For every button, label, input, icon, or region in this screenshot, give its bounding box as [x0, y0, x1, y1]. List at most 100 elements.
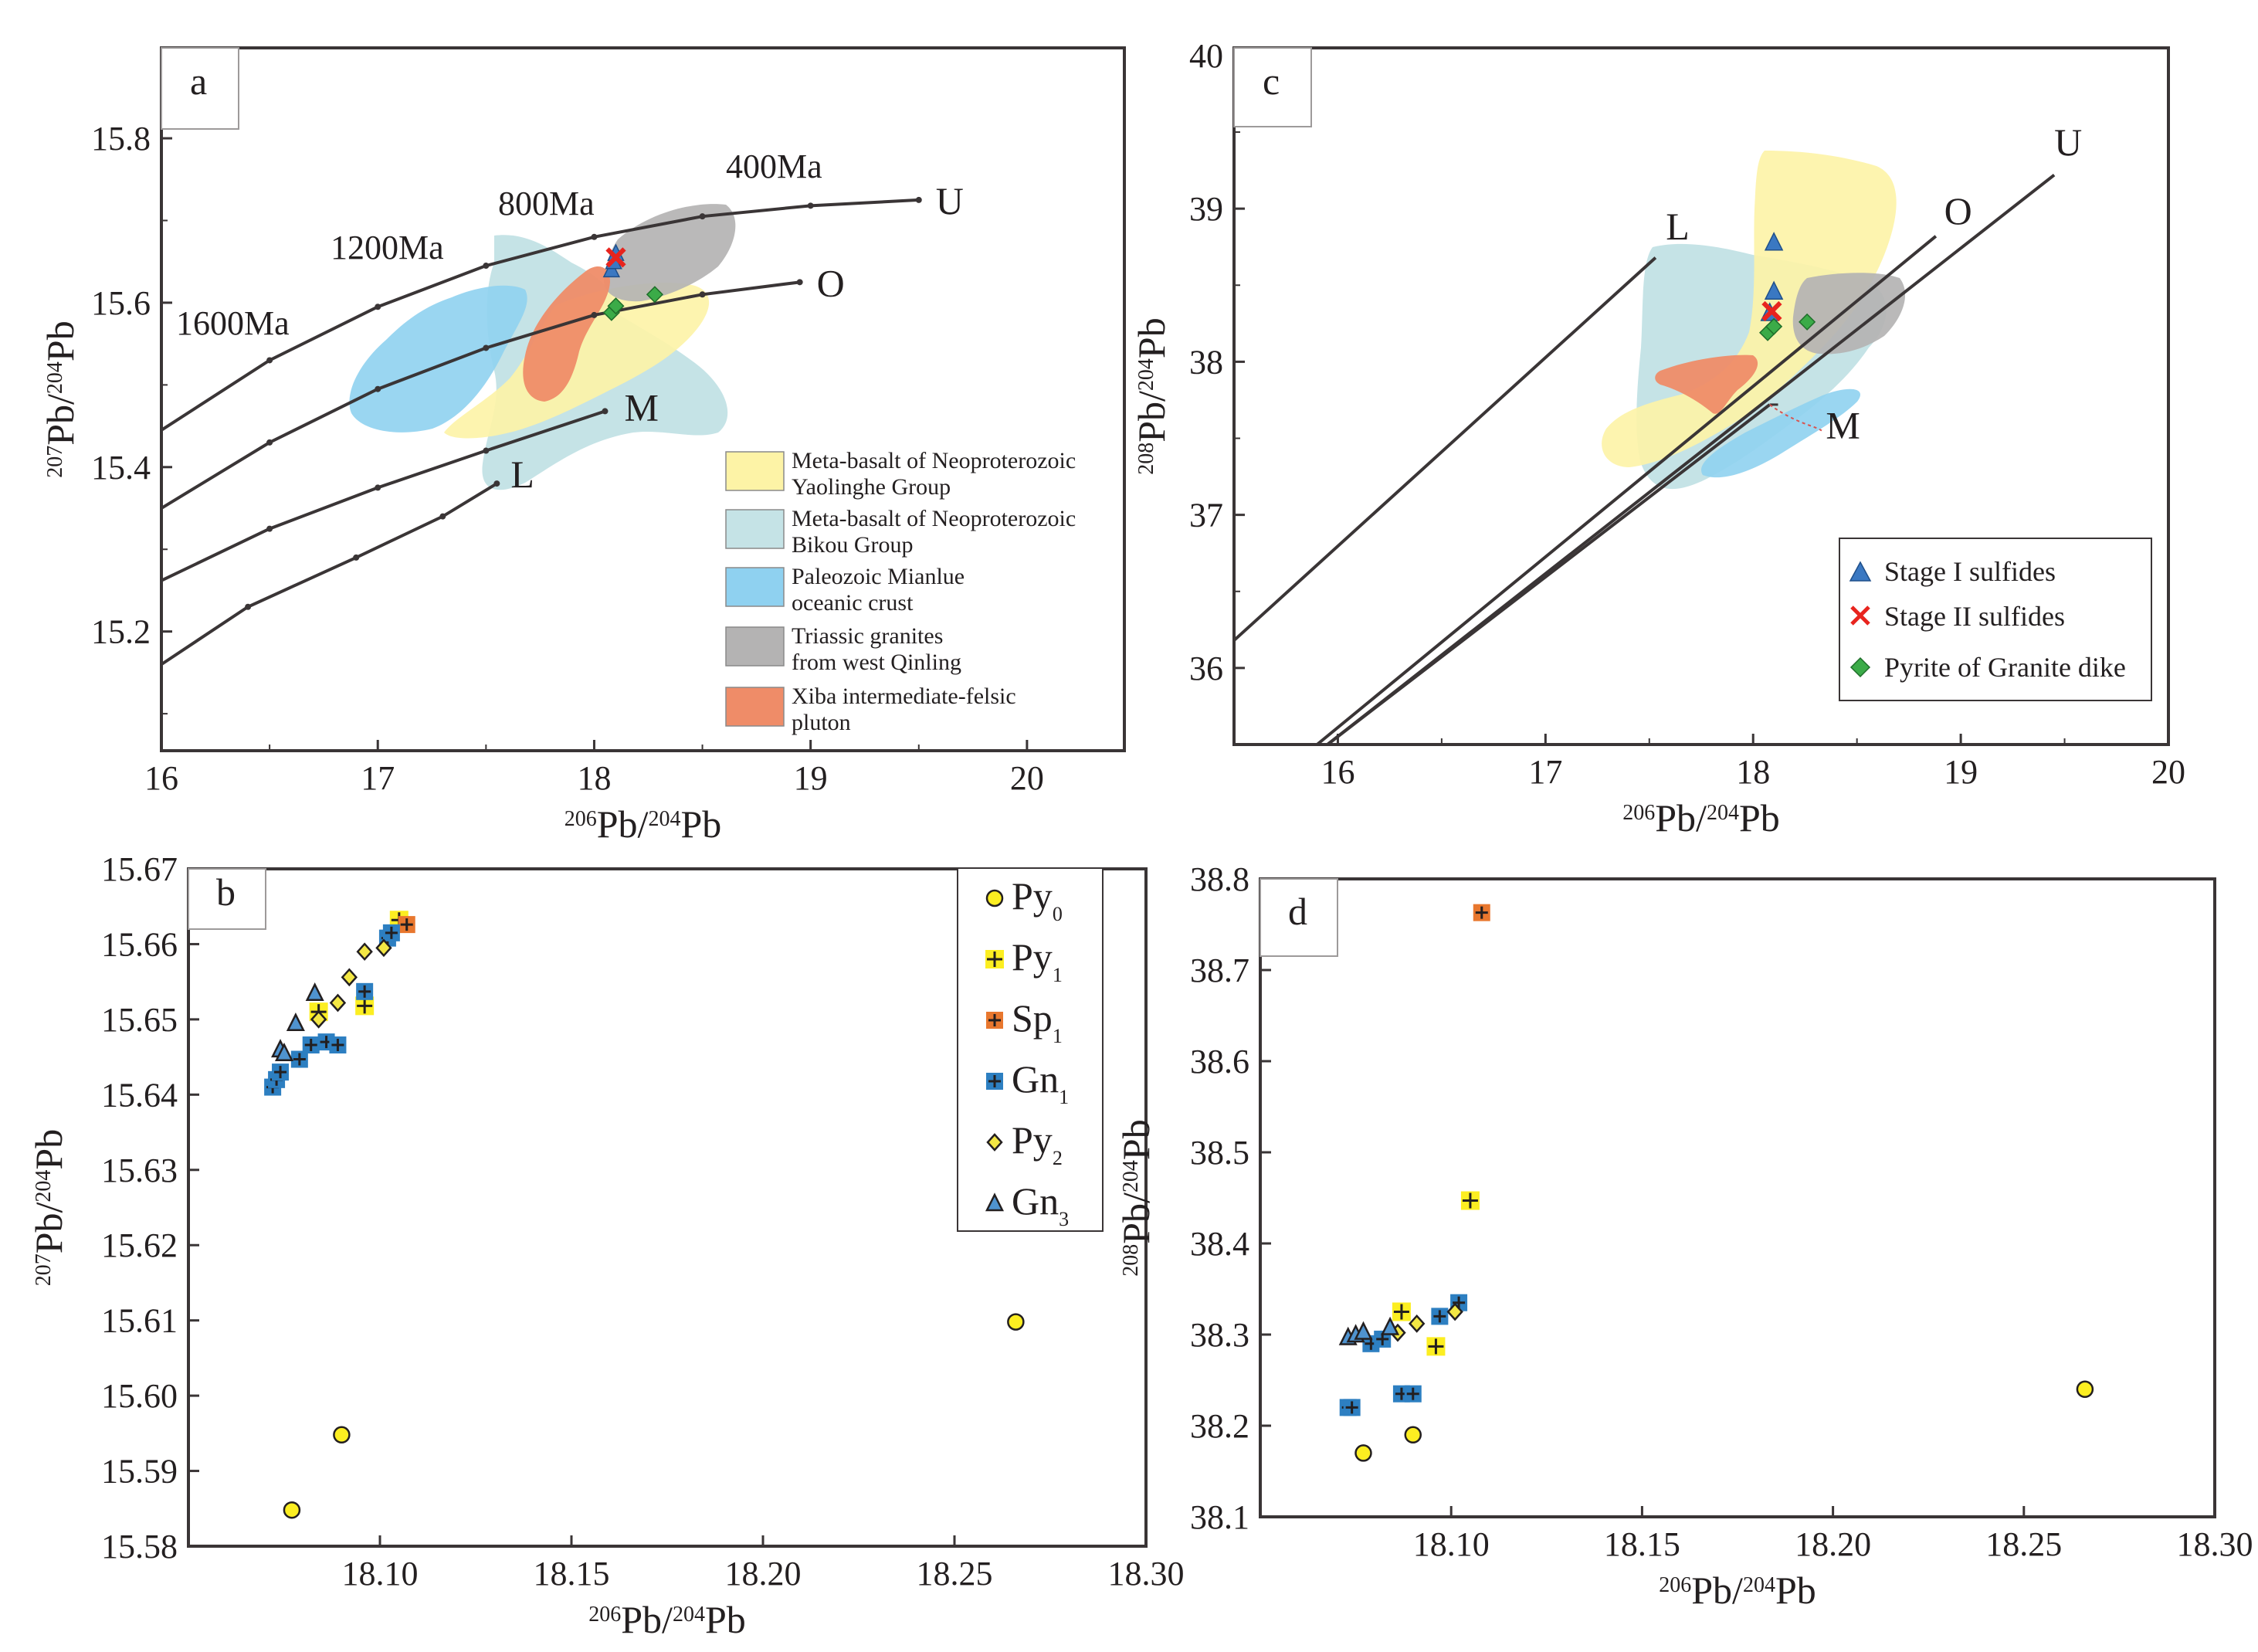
- field-mianlue-oceanic-crust-c: [1701, 388, 1860, 478]
- point-Gn1: [329, 1036, 347, 1054]
- y-tick-label: 15.62: [101, 1226, 178, 1264]
- y-axis-label: 207Pb/204Pb: [39, 321, 82, 478]
- growth-curve-node: [266, 439, 273, 446]
- y-tick-label: 38.4: [1190, 1225, 1249, 1263]
- stage2-point: [605, 247, 626, 268]
- panel-c-label-box: [1233, 47, 1312, 127]
- panel-c-frame: [1232, 46, 2170, 746]
- x-tick-label: 18.15: [1604, 1525, 1680, 1563]
- growth-curve-node: [375, 385, 381, 392]
- point-Py0: [2076, 1380, 2094, 1399]
- x-tick-label: 17: [361, 759, 395, 797]
- line-label-L: L: [1666, 205, 1690, 248]
- y-tick-label: 15.59: [101, 1453, 178, 1491]
- age-label-800: 800Ma: [498, 185, 595, 222]
- y-tick-label: 15.8: [91, 120, 151, 158]
- y-tick-label: 15.67: [101, 850, 178, 888]
- y-tick-label: 15.64: [101, 1076, 178, 1114]
- panel-d-label: d: [1288, 890, 1307, 933]
- legend-stage1-marker: [1849, 561, 1872, 582]
- panel-b: 18.10 18.15 18.20 18.25 18.30 15.58 15.59 15.60…: [27, 850, 1185, 1641]
- panel-c-label: c: [1263, 59, 1280, 103]
- y-axis-label: 207Pb/204Pb: [27, 1129, 70, 1287]
- stage2-point: [1761, 300, 1782, 322]
- growth-curve-node: [915, 196, 922, 203]
- point-Gn3: [274, 1042, 294, 1061]
- x-tick-label: 18.10: [1413, 1525, 1490, 1563]
- legend-marker-Py2: [986, 1133, 1003, 1152]
- line-label-U: U: [2054, 120, 2082, 164]
- growth-curve-node: [699, 213, 706, 220]
- line-label-M: M: [1826, 404, 1860, 447]
- panel-b-axes: 18.10 18.15 18.20 18.25 18.30 15.58 15.59 15.60…: [27, 850, 1185, 1641]
- line-label-O: O: [1944, 189, 1972, 232]
- legend-swatch-mianlue: [725, 567, 785, 607]
- point-Gn3: [305, 982, 324, 1002]
- point-Py2: [310, 1010, 327, 1029]
- point-Py2: [1409, 1314, 1426, 1333]
- legend-triassic-l2: from west Qinling: [792, 650, 961, 675]
- point-Py1: [1460, 1191, 1480, 1210]
- legend-label-Gn3: Gn3: [1012, 1179, 1069, 1230]
- panel-c-fields: [1602, 151, 1906, 490]
- growth-curve-node: [483, 344, 490, 351]
- y-tick-label: 15.58: [101, 1528, 178, 1565]
- y-tick-label: 38.1: [1190, 1498, 1249, 1536]
- panel-c-legend-box: [1839, 538, 2152, 701]
- y-tick-label: 38.2: [1190, 1407, 1249, 1445]
- panel-b-sample-points: [264, 911, 1025, 1519]
- point-Sp1: [398, 916, 415, 934]
- y-tick-label: 37: [1189, 497, 1223, 534]
- legend-label-Sp1: Sp1: [1012, 996, 1063, 1047]
- x-axis-label: 206Pb/204Pb: [564, 802, 722, 846]
- legend-label-Gn1: Gn1: [1012, 1057, 1069, 1108]
- point-Gn1: [356, 982, 374, 1000]
- panel-a-label: a: [190, 59, 207, 103]
- x-tick-label: 16: [144, 759, 178, 797]
- legend-swatch-bikou: [725, 509, 785, 549]
- x-tick-label: 18.30: [2177, 1525, 2253, 1563]
- growth-curve-U: [160, 198, 919, 432]
- age-label-1600: 1600Ma: [176, 304, 290, 342]
- legend-stage1-label: Stage I sulfides: [1884, 556, 2056, 587]
- legend-mianlue-l1: Paleozoic Mianlue: [792, 564, 965, 589]
- panel-b-label-box: [188, 868, 266, 930]
- panel-a-fields: [349, 204, 736, 490]
- y-tick-label: 15.6: [91, 284, 151, 322]
- legend-yaolinghe-l1: Meta-basalt of Neoproterozoic: [792, 448, 1076, 473]
- legend-yaolinghe-l2: Yaolinghe Group: [792, 474, 951, 500]
- panel-a-growth-curves: U O M L: [160, 179, 964, 666]
- growth-curve-node: [796, 279, 803, 286]
- legend-granite-marker: [1849, 656, 1871, 678]
- panel-a-frame: [160, 46, 1126, 752]
- growth-line-M: [1326, 403, 1771, 746]
- legend-bikou-l1: Meta-basalt of Neoproterozoic: [792, 506, 1076, 531]
- y-tick-label: 38: [1189, 343, 1223, 381]
- legend-marker-Py1: [985, 950, 1004, 968]
- point-Gn1: [290, 1050, 308, 1068]
- x-tick-label: 19: [1944, 753, 1978, 791]
- growth-line-L: [1232, 256, 1657, 642]
- panel-b-legend-box: [957, 867, 1104, 1232]
- point-Py2: [375, 938, 392, 958]
- granite-pyrite-point: [607, 297, 625, 315]
- legend-xiba-l1: Xiba intermediate-felsic: [792, 684, 1016, 709]
- granite-pyrite-point: [1799, 313, 1816, 331]
- legend-label-Py1: Py1: [1012, 935, 1063, 986]
- growth-curve-node: [483, 263, 490, 270]
- point-Gn1: [1343, 1399, 1361, 1416]
- legend-swatch-xiba: [725, 687, 785, 727]
- x-tick-label: 18.25: [917, 1555, 993, 1593]
- legend-label-Py0: Py0: [1012, 874, 1063, 925]
- x-tick-label: 20: [2151, 753, 2185, 791]
- panel-c-growth-lines: L O U M: [1232, 120, 2082, 746]
- point-Gn1: [1404, 1385, 1422, 1403]
- field-xiba-pluton-c: [1655, 354, 1758, 414]
- y-tick-label: 36: [1189, 650, 1223, 687]
- point-Py2: [356, 942, 373, 962]
- x-tick-label: 18: [1736, 753, 1770, 791]
- point-Py0: [1354, 1444, 1372, 1462]
- panel-d-sample-points: [1338, 904, 2094, 1462]
- x-tick-label: 20: [1010, 759, 1044, 797]
